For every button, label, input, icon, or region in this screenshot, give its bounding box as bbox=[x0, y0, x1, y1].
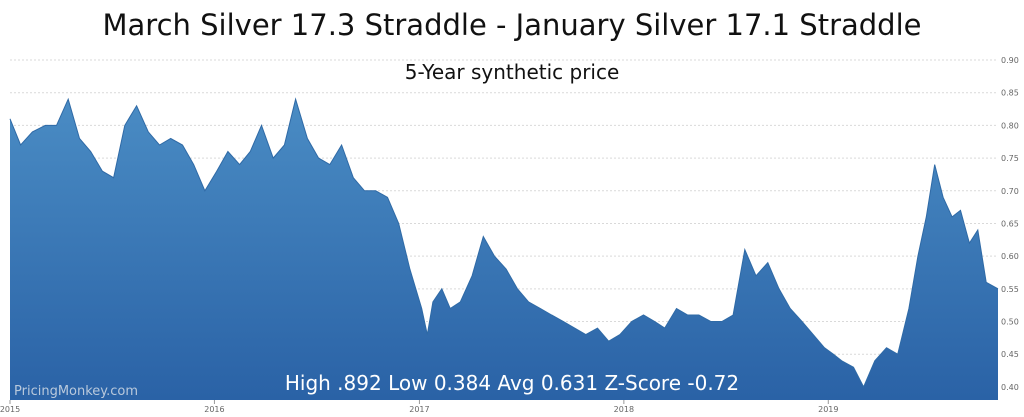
stats-annotation: High .892 Low 0.384 Avg 0.631 Z-Score -0… bbox=[284, 371, 740, 395]
x-tick-label: 2016 bbox=[204, 405, 224, 414]
x-tick-label: 2017 bbox=[409, 405, 429, 414]
x-tick-label: 2019 bbox=[818, 405, 838, 414]
x-tick-label: 2018 bbox=[614, 405, 634, 414]
series-line bbox=[9, 97, 999, 389]
y-tick-label: 0.55 bbox=[1001, 285, 1019, 294]
chart-subtitle: 5-Year synthetic price bbox=[404, 60, 620, 84]
y-tick-label: 0.60 bbox=[1001, 252, 1019, 261]
y-tick-label: 0.75 bbox=[1001, 154, 1019, 163]
watermark: PricingMonkey.com bbox=[14, 384, 139, 399]
y-tick-label: 0.85 bbox=[1001, 89, 1019, 98]
y-axis-ticks: 0.40 0.45 0.50 0.55 0.60 0.65 0.70 0.75 0.80 0.85… bbox=[1001, 56, 1019, 392]
y-tick-label: 0.45 bbox=[1001, 350, 1019, 359]
chart-title: March Silver 17.3 Straddle - January Sil… bbox=[102, 8, 922, 42]
x-tick-label: 2015 bbox=[0, 405, 20, 414]
y-tick-label: 0.40 bbox=[1001, 383, 1019, 392]
series-area bbox=[10, 99, 998, 400]
y-tick-label: 0.65 bbox=[1001, 219, 1019, 228]
x-axis-ticks: 2015 2016 2017 2018 2019 bbox=[0, 400, 838, 414]
y-tick-label: 0.90 bbox=[1001, 56, 1019, 65]
y-tick-label: 0.50 bbox=[1001, 318, 1019, 327]
y-tick-label: 0.70 bbox=[1001, 187, 1019, 196]
y-tick-label: 0.80 bbox=[1001, 121, 1019, 130]
